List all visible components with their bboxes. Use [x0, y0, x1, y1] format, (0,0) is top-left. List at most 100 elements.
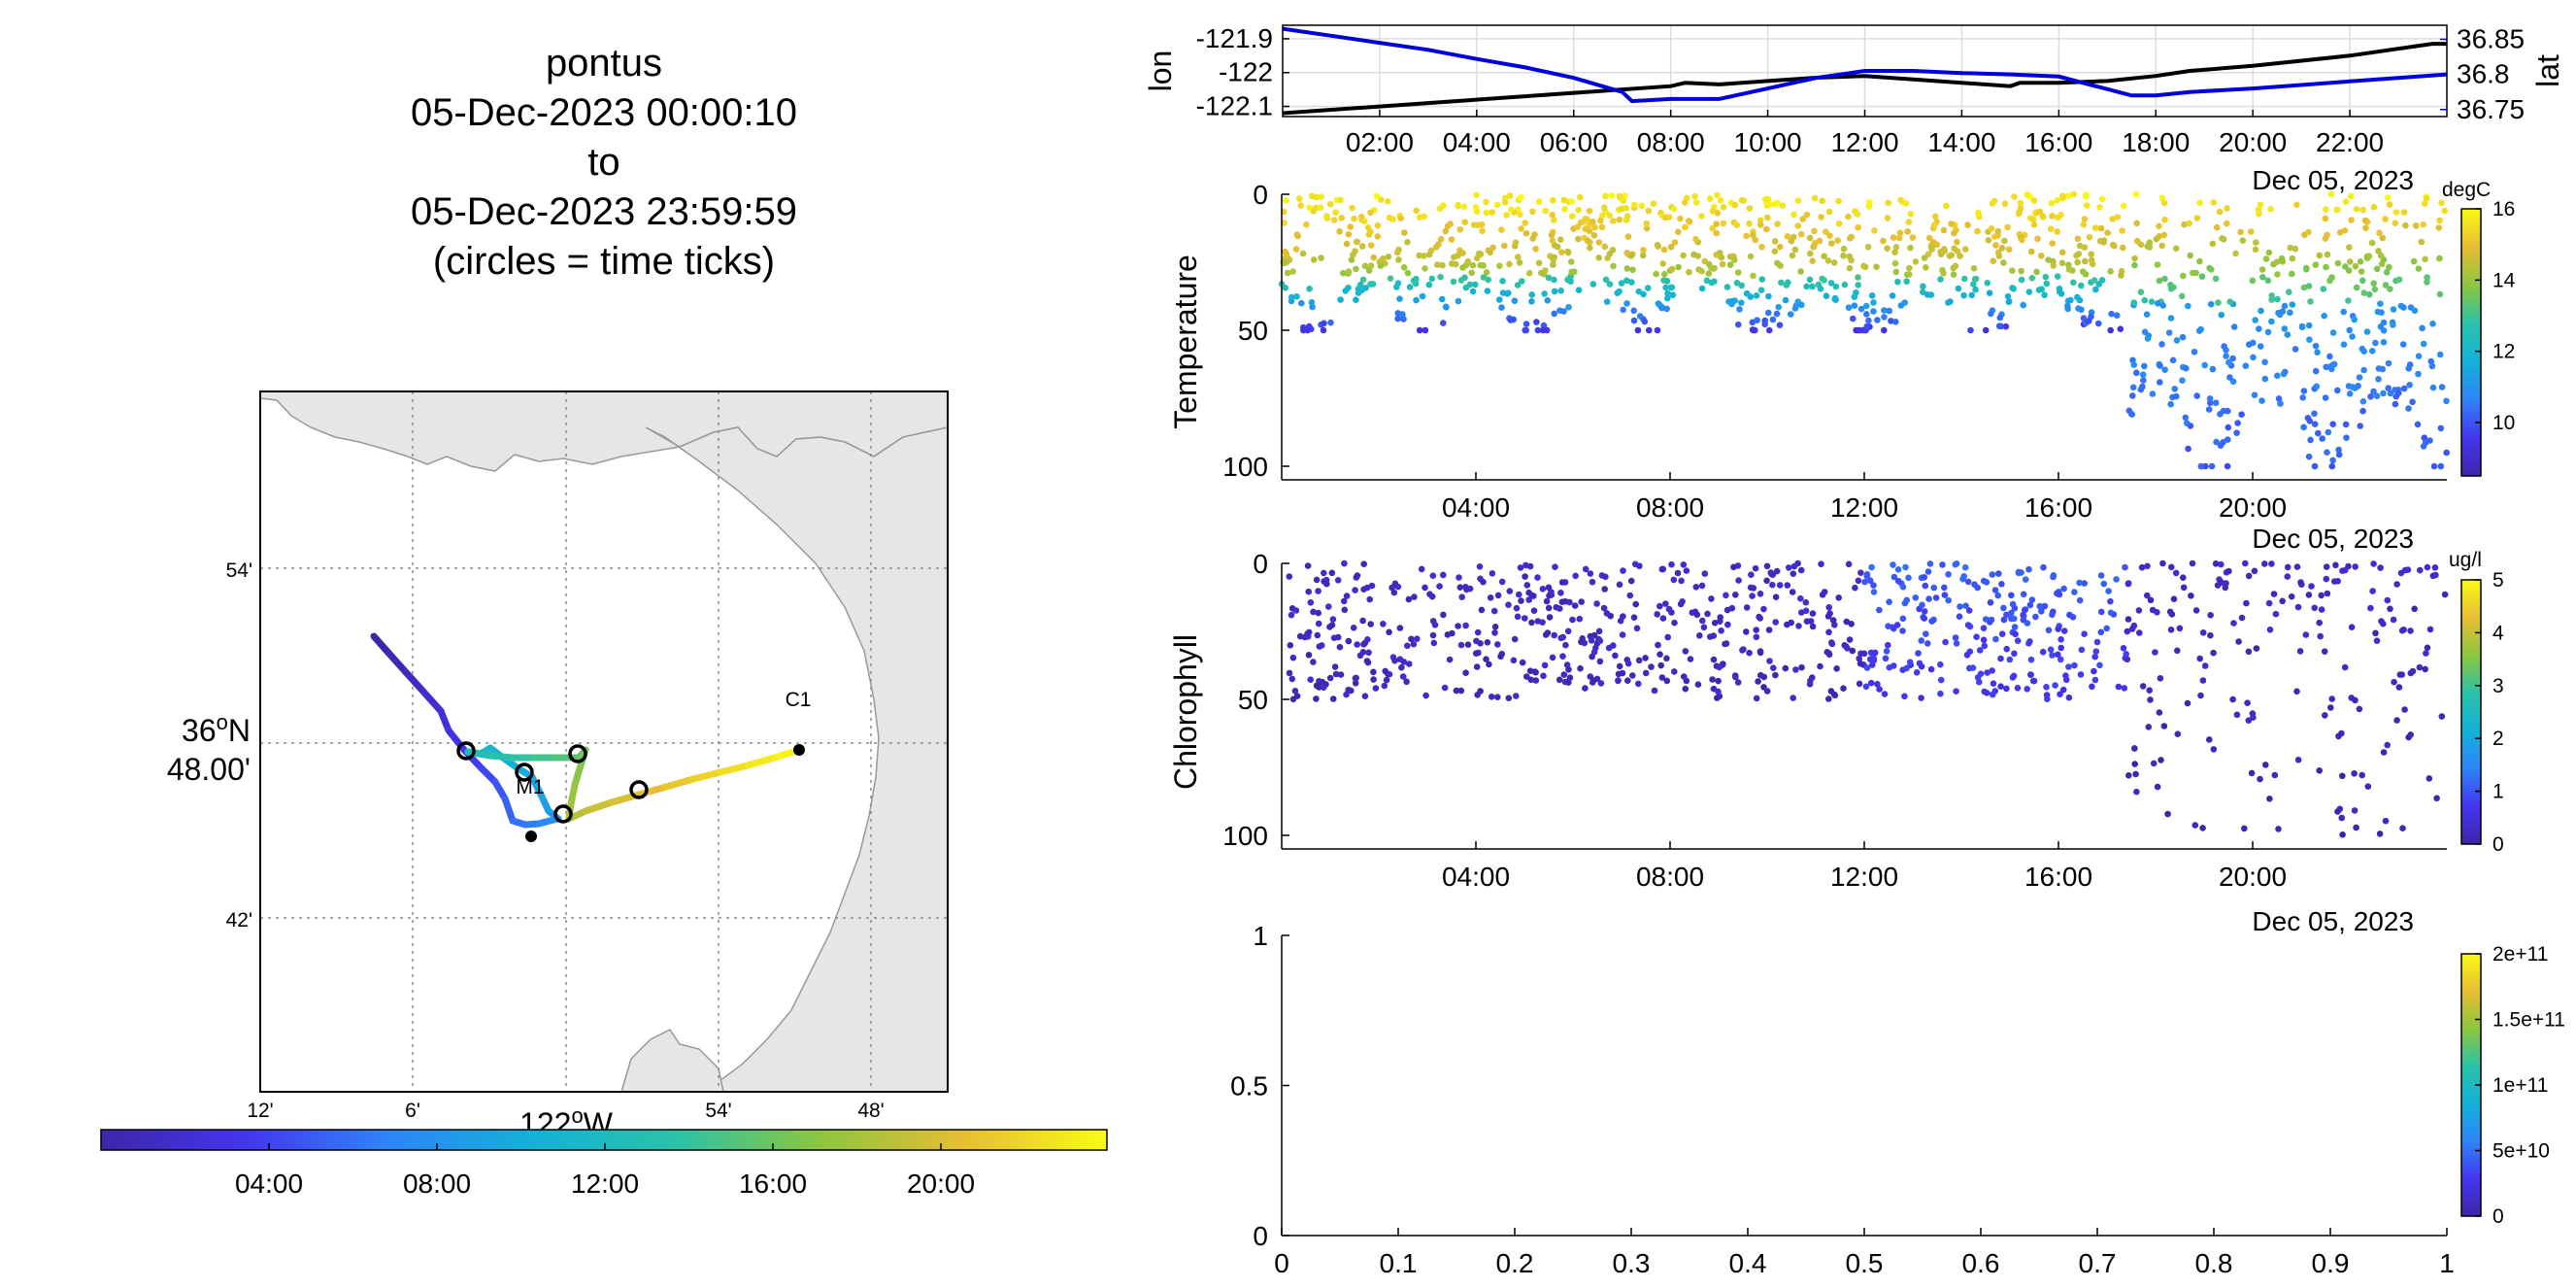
- chlorophyll-point: [1746, 649, 1753, 657]
- chlorophyll-point: [2311, 604, 2318, 612]
- chlorophyll-point: [2353, 824, 2359, 831]
- temperature-point: [1719, 260, 1726, 268]
- temperature-point: [1447, 220, 1454, 227]
- chlorophyll-point: [1633, 625, 1641, 632]
- temperature-point: [1663, 278, 1671, 285]
- temperature-point: [1974, 227, 1981, 235]
- temperature-point: [2342, 198, 2350, 205]
- chlorophyll-point: [1717, 614, 1723, 621]
- temperature-point: [1483, 198, 1489, 206]
- temperature-point: [1885, 199, 1891, 207]
- chlorophyll-point: [2024, 686, 2030, 693]
- chlorophyll-point: [1569, 616, 1576, 624]
- temperature-point: [1480, 262, 1487, 269]
- chlorophyll-point: [1514, 613, 1522, 621]
- temperature-point: [1664, 294, 1671, 302]
- chlorophyll-point: [2199, 677, 2207, 684]
- chlorophyll-point: [2245, 648, 2253, 656]
- temperature-point: [1568, 213, 1576, 220]
- track-segment: [370, 632, 392, 657]
- temperature-point: [2423, 194, 2430, 202]
- chlorophyll-point: [1289, 695, 1297, 703]
- temperature-point: [2415, 265, 2423, 272]
- chlorophyll-point: [2424, 644, 2431, 652]
- temperature-point: [2385, 359, 2392, 367]
- temperature-point: [1501, 242, 1508, 250]
- chlorophyll-point: [1857, 650, 1864, 658]
- chlorophyll-point: [2341, 663, 2349, 671]
- track-start-dot: [525, 830, 537, 842]
- chlorophyll-point: [2000, 616, 2008, 624]
- temperature-point: [2420, 340, 2427, 348]
- temperature-point: [2212, 399, 2220, 407]
- chlorophyll-point: [1558, 579, 1566, 586]
- chlorophyll-point: [1790, 562, 1798, 570]
- temperature-point: [1948, 252, 1956, 259]
- temperature-point: [1539, 326, 1547, 334]
- temperature-point: [2224, 205, 2230, 212]
- chlorophyll-point: [2097, 572, 2105, 579]
- temperature-point: [1964, 221, 1971, 228]
- chlorophyll-point: [1763, 577, 1770, 585]
- chlorophyll-point: [1544, 629, 1552, 636]
- temperature-point: [1601, 243, 1609, 251]
- chlorophyll-point: [2036, 602, 2043, 610]
- temperature-point: [1466, 281, 1474, 288]
- temperature-colorbar-tick-label: 16: [2492, 198, 2515, 220]
- chlorophyll-point: [1945, 596, 1952, 604]
- temperature-point: [1428, 275, 1436, 283]
- temperature-point: [1692, 235, 1699, 243]
- position-xtick-label: 22:00: [2316, 127, 2384, 157]
- temperature-point: [1514, 282, 1522, 288]
- temperature-point: [2300, 424, 2307, 431]
- temperature-point: [1988, 310, 1994, 318]
- chlorophyll-point: [2338, 729, 2345, 737]
- temperature-point: [1353, 265, 1359, 273]
- temperature-point: [2209, 365, 2217, 373]
- chlorophyll-point: [1610, 642, 1617, 649]
- chlorophyll-point: [1597, 680, 1605, 687]
- temperature-point: [2257, 343, 2264, 350]
- temperature-point: [1522, 321, 1530, 327]
- temperature-point: [2262, 255, 2270, 262]
- temperature-point: [2268, 318, 2275, 325]
- temperature-point: [2264, 277, 2272, 285]
- temperature-point: [1892, 244, 1900, 251]
- chlorophyll-point: [1372, 685, 1380, 692]
- temperature-point: [2070, 190, 2078, 198]
- chlorophyll-point: [1562, 641, 1569, 649]
- temperature-point: [2426, 437, 2433, 444]
- temperature-point: [1496, 262, 1503, 270]
- chlorophyll-point: [1890, 561, 1896, 568]
- chlorophyll-point: [1513, 604, 1521, 612]
- temperature-point: [2379, 365, 2386, 373]
- chlorophyll-point: [2411, 605, 2418, 613]
- chlorophyll-point: [1497, 653, 1504, 661]
- time-tick-circle: [456, 741, 476, 761]
- chlorophyll-point: [1455, 574, 1462, 581]
- temperature-point: [1628, 279, 1635, 286]
- chlorophyll-point: [2049, 611, 2056, 619]
- temperature-point: [2238, 411, 2245, 419]
- empty-colorbar-tick-label: 0: [2492, 1205, 2504, 1228]
- chlorophyll-point: [1700, 624, 1708, 631]
- temperature-point: [1871, 227, 1878, 234]
- temperature-point: [1962, 246, 1969, 253]
- chlorophyll-point: [2009, 600, 2017, 608]
- temperature-point: [1682, 223, 1689, 231]
- temperature-point: [1483, 269, 1490, 276]
- chlorophyll-point: [1405, 595, 1413, 603]
- chlorophyll-point: [1341, 606, 1349, 614]
- temperature-point: [1692, 199, 1700, 206]
- temperature-point: [1394, 315, 1401, 322]
- chlorophyll-point: [1370, 676, 1377, 683]
- chlorophyll-point: [2321, 648, 2328, 655]
- temperature-point: [1776, 322, 1784, 329]
- temperature-point: [1897, 196, 1904, 204]
- chlorophyll-point: [1856, 655, 1862, 662]
- temperature-point: [2171, 386, 2178, 392]
- temperature-point: [1400, 316, 1407, 322]
- temperature-point: [2193, 215, 2201, 221]
- temperature-point: [2437, 424, 2445, 432]
- temperature-point: [2146, 244, 2154, 251]
